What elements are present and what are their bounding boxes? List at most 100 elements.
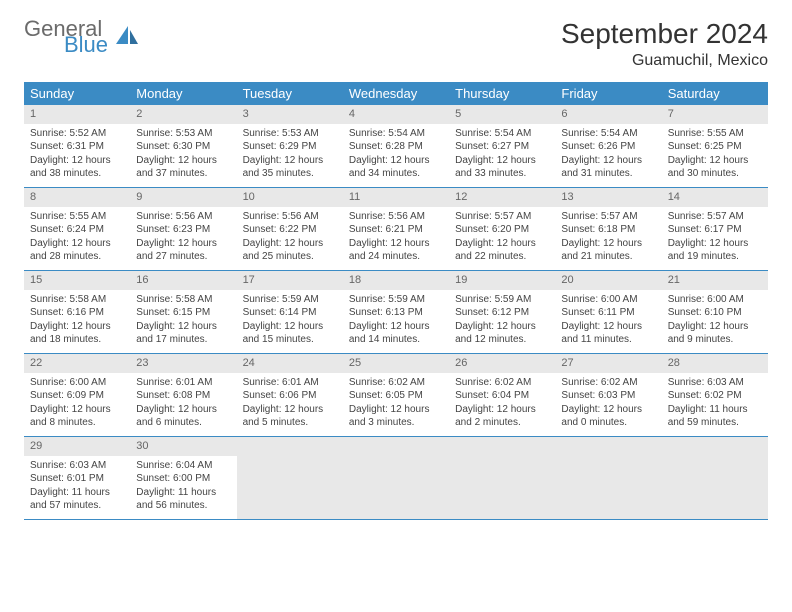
day-number: 15 [24, 271, 130, 290]
day-number: 10 [237, 188, 343, 207]
weekday-sunday: Sunday [24, 82, 130, 105]
day-22: 22Sunrise: 6:00 AMSunset: 6:09 PMDayligh… [24, 354, 130, 436]
day-18: 18Sunrise: 5:59 AMSunset: 6:13 PMDayligh… [343, 271, 449, 353]
day-number: 4 [343, 105, 449, 124]
day-4: 4Sunrise: 5:54 AMSunset: 6:28 PMDaylight… [343, 105, 449, 187]
day-number: 30 [130, 437, 236, 456]
day-30: 30Sunrise: 6:04 AMSunset: 6:00 PMDayligh… [130, 437, 236, 519]
day-15: 15Sunrise: 5:58 AMSunset: 6:16 PMDayligh… [24, 271, 130, 353]
day-number: 24 [237, 354, 343, 373]
day-empty [449, 437, 555, 519]
day-20: 20Sunrise: 6:00 AMSunset: 6:11 PMDayligh… [555, 271, 661, 353]
month-title: September 2024 [561, 18, 768, 50]
day-body: Sunrise: 5:59 AMSunset: 6:12 PMDaylight:… [449, 290, 555, 353]
weekday-header-row: SundayMondayTuesdayWednesdayThursdayFrid… [24, 82, 768, 105]
calendar: SundayMondayTuesdayWednesdayThursdayFrid… [24, 82, 768, 520]
day-empty [555, 437, 661, 519]
day-body: Sunrise: 5:56 AMSunset: 6:23 PMDaylight:… [130, 207, 236, 270]
day-1: 1Sunrise: 5:52 AMSunset: 6:31 PMDaylight… [24, 105, 130, 187]
day-number: 3 [237, 105, 343, 124]
day-body: Sunrise: 6:02 AMSunset: 6:03 PMDaylight:… [555, 373, 661, 436]
day-body: Sunrise: 6:00 AMSunset: 6:10 PMDaylight:… [662, 290, 768, 353]
day-10: 10Sunrise: 5:56 AMSunset: 6:22 PMDayligh… [237, 188, 343, 270]
day-body: Sunrise: 5:56 AMSunset: 6:21 PMDaylight:… [343, 207, 449, 270]
day-9: 9Sunrise: 5:56 AMSunset: 6:23 PMDaylight… [130, 188, 236, 270]
weekday-thursday: Thursday [449, 82, 555, 105]
day-26: 26Sunrise: 6:02 AMSunset: 6:04 PMDayligh… [449, 354, 555, 436]
day-24: 24Sunrise: 6:01 AMSunset: 6:06 PMDayligh… [237, 354, 343, 436]
day-body: Sunrise: 5:53 AMSunset: 6:29 PMDaylight:… [237, 124, 343, 187]
day-empty [343, 437, 449, 519]
day-number: 9 [130, 188, 236, 207]
day-number: 18 [343, 271, 449, 290]
day-empty [237, 437, 343, 519]
day-23: 23Sunrise: 6:01 AMSunset: 6:08 PMDayligh… [130, 354, 236, 436]
day-body: Sunrise: 5:54 AMSunset: 6:26 PMDaylight:… [555, 124, 661, 187]
day-number: 19 [449, 271, 555, 290]
day-5: 5Sunrise: 5:54 AMSunset: 6:27 PMDaylight… [449, 105, 555, 187]
day-body: Sunrise: 5:57 AMSunset: 6:18 PMDaylight:… [555, 207, 661, 270]
day-21: 21Sunrise: 6:00 AMSunset: 6:10 PMDayligh… [662, 271, 768, 353]
day-number: 2 [130, 105, 236, 124]
day-empty [662, 437, 768, 519]
day-body: Sunrise: 6:02 AMSunset: 6:04 PMDaylight:… [449, 373, 555, 436]
weekday-tuesday: Tuesday [237, 82, 343, 105]
day-body: Sunrise: 6:00 AMSunset: 6:11 PMDaylight:… [555, 290, 661, 353]
day-number: 29 [24, 437, 130, 456]
day-number: 28 [662, 354, 768, 373]
day-body: Sunrise: 5:57 AMSunset: 6:17 PMDaylight:… [662, 207, 768, 270]
week-row: 22Sunrise: 6:00 AMSunset: 6:09 PMDayligh… [24, 354, 768, 437]
day-number: 22 [24, 354, 130, 373]
day-12: 12Sunrise: 5:57 AMSunset: 6:20 PMDayligh… [449, 188, 555, 270]
day-number: 23 [130, 354, 236, 373]
header: General Blue September 2024 Guamuchil, M… [24, 18, 768, 70]
day-number: 1 [24, 105, 130, 124]
week-row: 1Sunrise: 5:52 AMSunset: 6:31 PMDaylight… [24, 105, 768, 188]
day-28: 28Sunrise: 6:03 AMSunset: 6:02 PMDayligh… [662, 354, 768, 436]
day-body: Sunrise: 6:03 AMSunset: 6:02 PMDaylight:… [662, 373, 768, 436]
day-2: 2Sunrise: 5:53 AMSunset: 6:30 PMDaylight… [130, 105, 236, 187]
day-number: 27 [555, 354, 661, 373]
logo: General Blue [24, 18, 140, 56]
day-number: 16 [130, 271, 236, 290]
day-14: 14Sunrise: 5:57 AMSunset: 6:17 PMDayligh… [662, 188, 768, 270]
day-19: 19Sunrise: 5:59 AMSunset: 6:12 PMDayligh… [449, 271, 555, 353]
day-body: Sunrise: 5:54 AMSunset: 6:27 PMDaylight:… [449, 124, 555, 187]
day-number: 14 [662, 188, 768, 207]
day-16: 16Sunrise: 5:58 AMSunset: 6:15 PMDayligh… [130, 271, 236, 353]
day-number: 6 [555, 105, 661, 124]
day-number: 17 [237, 271, 343, 290]
day-3: 3Sunrise: 5:53 AMSunset: 6:29 PMDaylight… [237, 105, 343, 187]
day-8: 8Sunrise: 5:55 AMSunset: 6:24 PMDaylight… [24, 188, 130, 270]
day-body: Sunrise: 5:58 AMSunset: 6:16 PMDaylight:… [24, 290, 130, 353]
day-number: 20 [555, 271, 661, 290]
day-number: 8 [24, 188, 130, 207]
day-body: Sunrise: 6:00 AMSunset: 6:09 PMDaylight:… [24, 373, 130, 436]
day-number: 5 [449, 105, 555, 124]
week-row: 15Sunrise: 5:58 AMSunset: 6:16 PMDayligh… [24, 271, 768, 354]
day-body: Sunrise: 6:04 AMSunset: 6:00 PMDaylight:… [130, 456, 236, 519]
day-body: Sunrise: 5:58 AMSunset: 6:15 PMDaylight:… [130, 290, 236, 353]
logo-text-blue: Blue [64, 34, 108, 56]
week-row: 8Sunrise: 5:55 AMSunset: 6:24 PMDaylight… [24, 188, 768, 271]
day-13: 13Sunrise: 5:57 AMSunset: 6:18 PMDayligh… [555, 188, 661, 270]
day-body: Sunrise: 5:55 AMSunset: 6:24 PMDaylight:… [24, 207, 130, 270]
day-7: 7Sunrise: 5:55 AMSunset: 6:25 PMDaylight… [662, 105, 768, 187]
day-17: 17Sunrise: 5:59 AMSunset: 6:14 PMDayligh… [237, 271, 343, 353]
day-body: Sunrise: 6:03 AMSunset: 6:01 PMDaylight:… [24, 456, 130, 519]
day-27: 27Sunrise: 6:02 AMSunset: 6:03 PMDayligh… [555, 354, 661, 436]
day-body: Sunrise: 5:55 AMSunset: 6:25 PMDaylight:… [662, 124, 768, 187]
day-body: Sunrise: 5:56 AMSunset: 6:22 PMDaylight:… [237, 207, 343, 270]
day-number: 26 [449, 354, 555, 373]
weekday-wednesday: Wednesday [343, 82, 449, 105]
day-number: 21 [662, 271, 768, 290]
title-block: September 2024 Guamuchil, Mexico [561, 18, 768, 70]
day-body: Sunrise: 5:53 AMSunset: 6:30 PMDaylight:… [130, 124, 236, 187]
day-body: Sunrise: 5:59 AMSunset: 6:14 PMDaylight:… [237, 290, 343, 353]
location: Guamuchil, Mexico [561, 52, 768, 70]
day-number: 11 [343, 188, 449, 207]
day-25: 25Sunrise: 6:02 AMSunset: 6:05 PMDayligh… [343, 354, 449, 436]
day-body: Sunrise: 5:52 AMSunset: 6:31 PMDaylight:… [24, 124, 130, 187]
week-row: 29Sunrise: 6:03 AMSunset: 6:01 PMDayligh… [24, 437, 768, 520]
weekday-monday: Monday [130, 82, 236, 105]
